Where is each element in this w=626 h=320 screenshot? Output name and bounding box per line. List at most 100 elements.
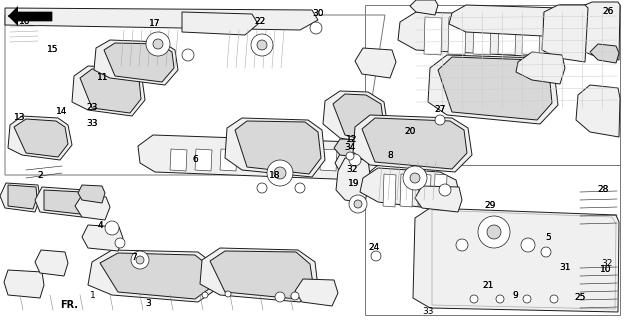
- Polygon shape: [415, 186, 462, 212]
- Polygon shape: [383, 174, 396, 207]
- Polygon shape: [334, 139, 368, 158]
- Polygon shape: [438, 57, 552, 120]
- Text: 15: 15: [47, 45, 59, 54]
- Polygon shape: [498, 17, 516, 55]
- Circle shape: [202, 292, 208, 298]
- Circle shape: [115, 238, 125, 248]
- Polygon shape: [35, 250, 68, 276]
- Polygon shape: [245, 149, 262, 171]
- Text: 29: 29: [485, 201, 496, 210]
- Polygon shape: [270, 149, 287, 171]
- Polygon shape: [100, 253, 213, 299]
- Polygon shape: [590, 44, 619, 63]
- Text: 2: 2: [37, 171, 43, 180]
- Circle shape: [274, 167, 286, 179]
- Polygon shape: [448, 17, 466, 55]
- Polygon shape: [542, 5, 588, 62]
- Polygon shape: [295, 279, 338, 306]
- Polygon shape: [225, 118, 325, 177]
- Text: 33: 33: [86, 118, 98, 127]
- Circle shape: [182, 49, 194, 61]
- Text: 33: 33: [423, 308, 434, 316]
- Polygon shape: [104, 43, 174, 82]
- Circle shape: [371, 251, 381, 261]
- Polygon shape: [336, 158, 370, 203]
- Circle shape: [541, 247, 551, 257]
- Polygon shape: [398, 12, 578, 58]
- Text: 5: 5: [545, 234, 551, 243]
- Circle shape: [439, 184, 451, 196]
- Text: 24: 24: [368, 243, 379, 252]
- Text: 34: 34: [344, 143, 356, 153]
- Polygon shape: [44, 190, 85, 214]
- Polygon shape: [200, 248, 318, 302]
- Text: 20: 20: [404, 127, 416, 137]
- Polygon shape: [195, 149, 212, 171]
- Circle shape: [291, 292, 299, 300]
- Polygon shape: [235, 121, 321, 174]
- Circle shape: [275, 292, 285, 302]
- Text: 32: 32: [346, 165, 357, 174]
- Circle shape: [257, 183, 267, 193]
- Text: 31: 31: [559, 262, 571, 271]
- Text: 22: 22: [254, 18, 265, 27]
- Text: 30: 30: [312, 10, 324, 19]
- Text: 10: 10: [600, 266, 612, 275]
- Circle shape: [470, 295, 478, 303]
- Text: 17: 17: [149, 19, 161, 28]
- Text: 34: 34: [344, 143, 356, 153]
- Polygon shape: [80, 69, 141, 113]
- Polygon shape: [335, 154, 364, 175]
- Text: 26: 26: [602, 7, 613, 17]
- Polygon shape: [410, 0, 438, 15]
- Polygon shape: [5, 8, 318, 30]
- Polygon shape: [345, 149, 362, 171]
- Text: 18: 18: [269, 171, 280, 180]
- Text: 26: 26: [602, 7, 613, 17]
- Text: 31: 31: [559, 262, 571, 271]
- Polygon shape: [75, 195, 110, 220]
- Text: 7: 7: [131, 253, 137, 262]
- Circle shape: [251, 34, 273, 56]
- Polygon shape: [35, 187, 88, 217]
- Text: 28: 28: [597, 186, 608, 195]
- Text: 23: 23: [86, 103, 98, 113]
- Circle shape: [257, 40, 267, 50]
- Text: 10: 10: [600, 266, 612, 275]
- Polygon shape: [353, 115, 472, 172]
- Polygon shape: [88, 250, 218, 302]
- Text: 9: 9: [512, 291, 518, 300]
- Circle shape: [435, 115, 445, 125]
- Text: 27: 27: [434, 106, 446, 115]
- Circle shape: [478, 216, 510, 248]
- Text: 4: 4: [97, 220, 103, 229]
- Circle shape: [146, 32, 170, 56]
- Circle shape: [349, 195, 367, 213]
- Polygon shape: [434, 174, 447, 207]
- Text: 24: 24: [368, 243, 379, 252]
- Text: 1: 1: [90, 292, 96, 300]
- Text: 19: 19: [348, 179, 360, 188]
- Text: 13: 13: [14, 114, 26, 123]
- Circle shape: [131, 251, 149, 269]
- Text: 32: 32: [602, 259, 613, 268]
- Text: 25: 25: [574, 292, 586, 301]
- Text: 4: 4: [97, 220, 103, 229]
- Circle shape: [496, 295, 504, 303]
- Text: 3: 3: [145, 299, 151, 308]
- Text: 8: 8: [387, 150, 393, 159]
- Polygon shape: [4, 270, 44, 298]
- Circle shape: [354, 200, 362, 208]
- Polygon shape: [78, 185, 105, 203]
- Polygon shape: [8, 6, 18, 26]
- Text: 11: 11: [97, 74, 109, 83]
- Text: 2: 2: [37, 171, 43, 180]
- Circle shape: [295, 183, 305, 193]
- Text: 7: 7: [131, 253, 137, 262]
- Polygon shape: [94, 40, 178, 85]
- Circle shape: [550, 295, 558, 303]
- Polygon shape: [543, 5, 619, 41]
- Polygon shape: [355, 48, 396, 78]
- Circle shape: [523, 295, 531, 303]
- Polygon shape: [418, 174, 431, 207]
